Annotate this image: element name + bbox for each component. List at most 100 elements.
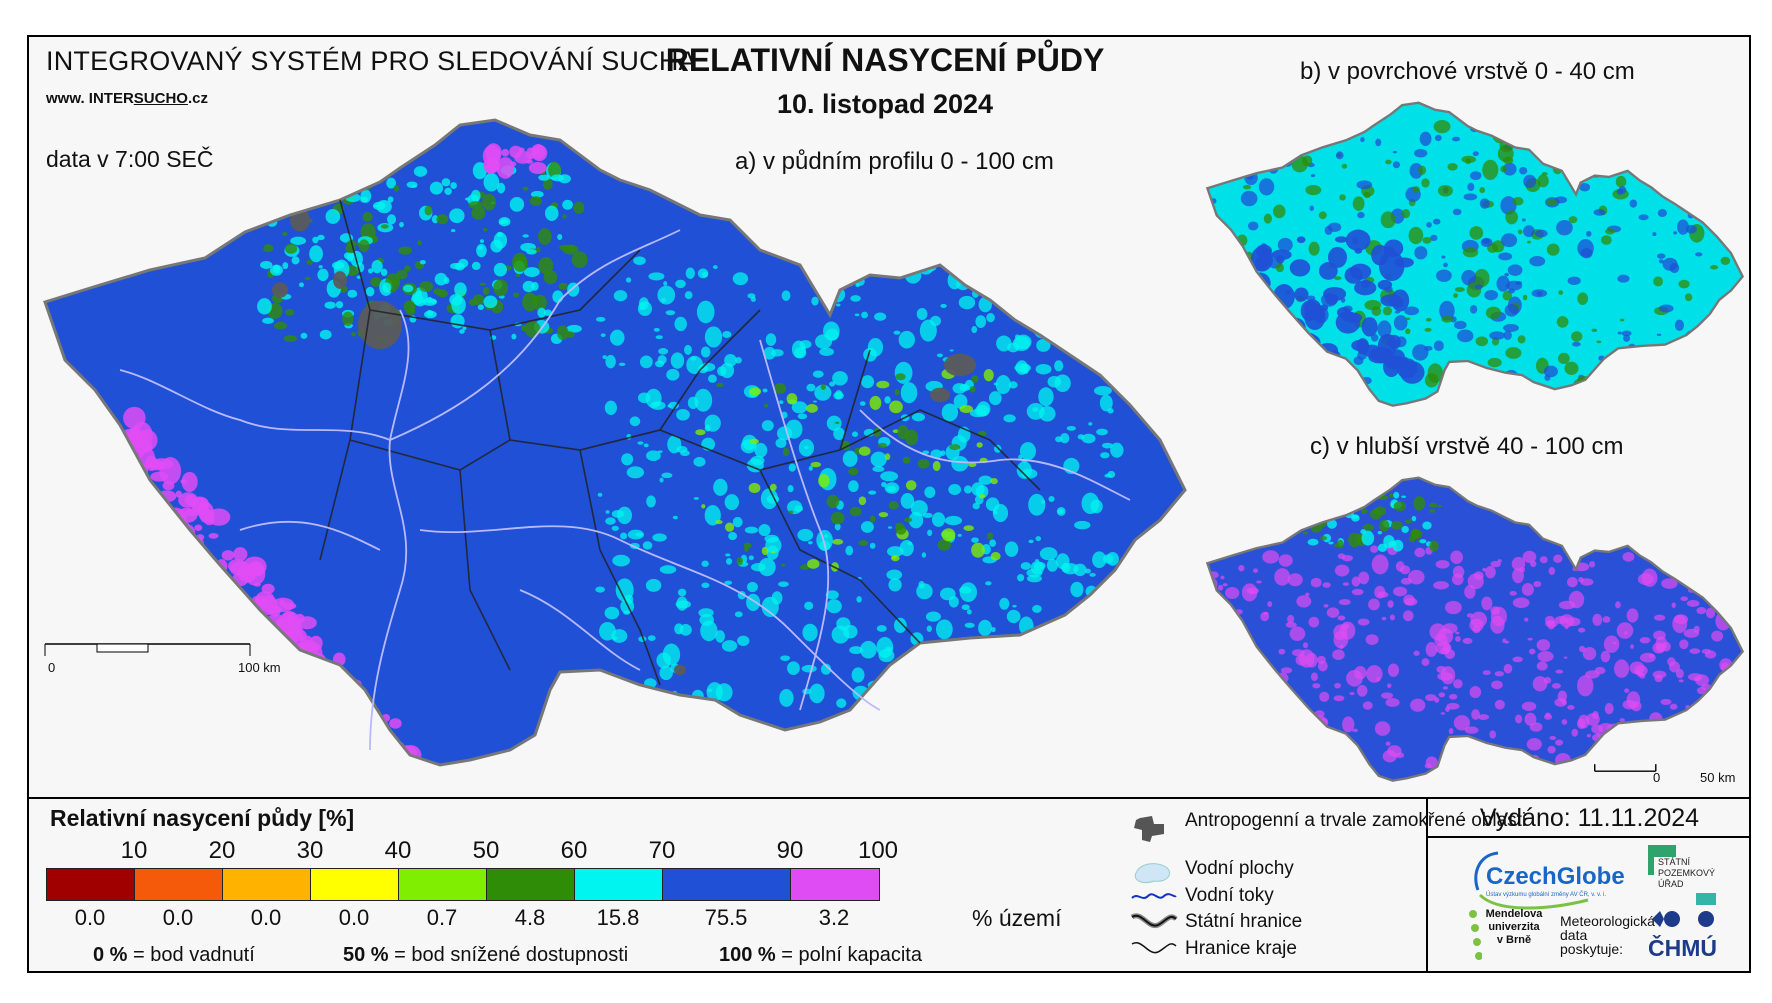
cyan-patch [872, 465, 885, 472]
north-patch [275, 188, 280, 194]
cyan-patch [1050, 636, 1069, 659]
c-magenta [1370, 545, 1379, 553]
c-magenta [1589, 561, 1596, 568]
north-patch [317, 234, 325, 241]
c-magenta [1326, 607, 1340, 618]
cyan-patch [684, 344, 692, 355]
b-patch [1629, 134, 1641, 147]
cyan-patch [1090, 625, 1095, 629]
magenta-north [501, 148, 510, 157]
b-patch [1564, 361, 1579, 375]
b-patch [1217, 297, 1231, 308]
c-magenta [1557, 690, 1568, 702]
c-north [1312, 494, 1320, 500]
c-magenta [1703, 736, 1719, 745]
c-magenta [1642, 755, 1648, 758]
north-patch [402, 284, 414, 293]
north-patch [380, 224, 389, 229]
cyan-patch [978, 475, 993, 485]
cyan-patch [850, 295, 861, 302]
magenta-patch [208, 533, 219, 539]
c-magenta [1357, 618, 1370, 626]
magenta-patch [376, 738, 399, 764]
cyan-patch [1074, 338, 1090, 354]
page-title: RELATIVNÍ NASYCENÍ PŮDY [665, 42, 1105, 78]
c-magenta [1342, 582, 1350, 586]
c-magenta [1385, 741, 1391, 746]
c-magenta [1482, 567, 1487, 572]
c-magenta [1351, 576, 1361, 587]
magenta-patch [314, 685, 321, 694]
cyan-patch [971, 537, 979, 543]
b-patch [1684, 293, 1693, 302]
cyan-patch [798, 439, 815, 457]
north-patch [544, 205, 559, 221]
green-patch [858, 496, 867, 506]
c-magenta [1702, 546, 1713, 557]
c-magenta [1728, 567, 1735, 575]
cyan-patch [916, 308, 928, 321]
c-north [1306, 510, 1315, 516]
cyan-patch [900, 493, 915, 509]
north-patch [273, 321, 288, 330]
magenta-patch [374, 754, 392, 765]
b-patch [1474, 268, 1490, 288]
c-magenta [1338, 598, 1351, 606]
cyan-patch [1073, 256, 1091, 275]
water-body-icon [1134, 863, 1170, 884]
c-magenta [1455, 635, 1461, 642]
cyan-patch [971, 647, 987, 669]
cyan-patch [908, 511, 924, 529]
magenta-patch [307, 691, 315, 696]
c-magenta [1547, 769, 1553, 774]
cyan-patch [831, 271, 845, 280]
north-patch [319, 329, 332, 340]
legend-share-8: 3.2 [818, 905, 850, 930]
green-patch [715, 519, 723, 525]
c-magenta [1358, 571, 1370, 585]
b-patch [1675, 189, 1692, 206]
c-magenta [1207, 654, 1209, 660]
cyan-patch [898, 685, 907, 691]
website-link[interactable]: www. INTERSUCHO.cz [46, 90, 208, 107]
b-southwest [1323, 357, 1334, 371]
b-patch [1479, 187, 1486, 194]
b-patch [1523, 225, 1535, 238]
b-patch [1534, 229, 1548, 238]
green-patch [786, 393, 798, 405]
cyan-patch [981, 676, 994, 689]
c-magenta [1504, 640, 1510, 644]
c-magenta [1689, 648, 1701, 654]
c-magenta [1656, 554, 1672, 564]
b-patch [1579, 183, 1591, 192]
c-magenta [1385, 698, 1400, 707]
cyan-patch [930, 449, 943, 459]
c-magenta [1706, 576, 1716, 587]
b-patch [1681, 136, 1690, 143]
cyan-patch [797, 413, 808, 420]
c-north [1404, 519, 1413, 524]
b-southwest [1294, 287, 1309, 302]
c-magenta [1536, 639, 1551, 651]
magenta-patch [341, 695, 349, 704]
cyan-patch [829, 381, 836, 387]
b-patch [1568, 216, 1578, 224]
magenta-patch [260, 630, 281, 644]
cyan-patch [918, 580, 925, 589]
b-patch [1247, 221, 1259, 231]
c-magenta [1524, 712, 1537, 726]
cyan-patch [1096, 428, 1108, 436]
b-patch [1736, 311, 1742, 318]
cyan-patch [656, 652, 672, 669]
green-patch [773, 382, 787, 394]
b-patch [1226, 130, 1240, 148]
b-patch [1709, 265, 1719, 270]
b-patch [1375, 138, 1382, 147]
legend-region-border: Hranice kraje [1185, 938, 1297, 959]
c-magenta [1629, 743, 1635, 746]
magenta-patch [209, 572, 227, 594]
north-patch [451, 295, 466, 315]
b-patch [1677, 219, 1689, 235]
cyan-patch [949, 349, 954, 352]
c-magenta [1647, 722, 1662, 740]
